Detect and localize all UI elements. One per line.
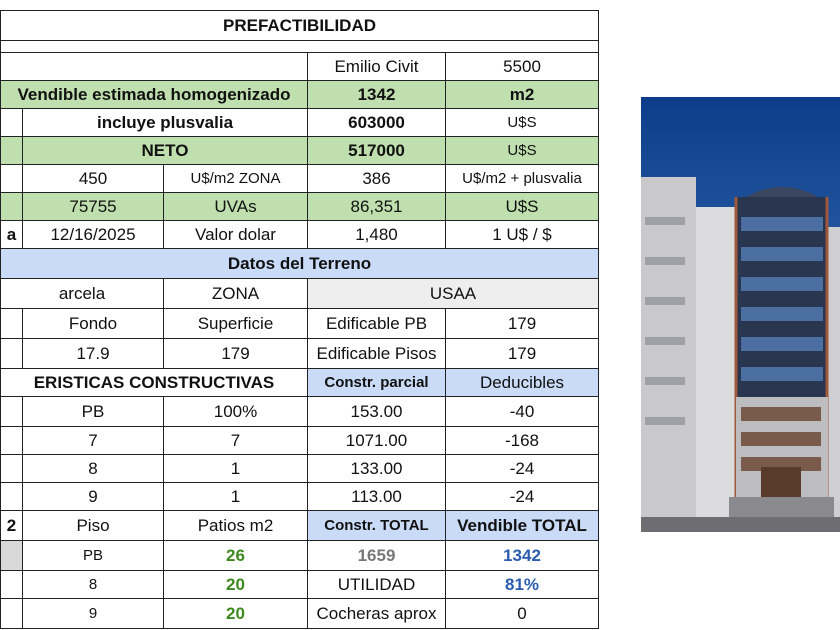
cell — [0, 164, 23, 193]
cell: ZONA — [163, 278, 308, 309]
cell — [0, 454, 23, 483]
cell — [0, 426, 23, 455]
cell: U$S — [445, 108, 599, 137]
cell: 8 — [22, 570, 164, 599]
cell: U$/m2 ZONA — [163, 164, 308, 193]
cell: 1659 — [307, 540, 446, 571]
cell: U$/m2 + plusvalia — [445, 164, 599, 193]
cell: 1342 — [307, 80, 446, 109]
cell — [0, 570, 23, 599]
cell: 8 — [22, 454, 164, 483]
cell: Edificable PB — [307, 308, 446, 339]
cell — [0, 396, 23, 427]
cell: 1 — [163, 454, 308, 483]
cell: 9 — [22, 598, 164, 629]
cell: Vendible estimada homogenizado — [0, 80, 308, 109]
cell: 12/16/2025 — [22, 220, 164, 249]
cell: NETO — [22, 136, 308, 165]
cell: incluye plusvalia — [22, 108, 308, 137]
cell: Fondo — [22, 308, 164, 339]
cell: PB — [22, 540, 164, 571]
cell: 1071.00 — [307, 426, 446, 455]
cell: 100% — [163, 396, 308, 427]
cell: 603000 — [307, 108, 446, 137]
cell: Superficie — [163, 308, 308, 339]
cell: 386 — [307, 164, 446, 193]
cell: m2 — [445, 80, 599, 109]
cell: 153.00 — [307, 396, 446, 427]
cell: 450 — [22, 164, 164, 193]
cell: U$S — [445, 136, 599, 165]
cell: Piso — [22, 510, 164, 541]
cell: 81% — [445, 570, 599, 599]
cell — [0, 108, 23, 137]
cell: 7 — [22, 426, 164, 455]
cell: PB — [22, 396, 164, 427]
cell: 9 — [22, 482, 164, 511]
cell: 75755 — [22, 192, 164, 221]
cell: a — [0, 220, 23, 249]
cell: -24 — [445, 482, 599, 511]
cell: 0 — [445, 598, 599, 629]
cell: Vendible TOTAL — [445, 510, 599, 541]
cell: Deducibles — [445, 368, 599, 397]
cell: U$S — [445, 192, 599, 221]
cell: 179 — [163, 338, 308, 369]
cell: Patios m2 — [163, 510, 308, 541]
cell: -40 — [445, 396, 599, 427]
building-render — [641, 97, 840, 532]
cell: 2 — [0, 510, 23, 541]
cell — [0, 136, 23, 165]
cell: 179 — [445, 338, 599, 369]
cell: Constr. parcial — [307, 368, 446, 397]
cell: 1 — [163, 482, 308, 511]
cell: 86,351 — [307, 192, 446, 221]
cell: ERISTICAS CONSTRUCTIVAS — [0, 368, 308, 397]
cell: 517000 — [307, 136, 446, 165]
cell: Edificable Pisos — [307, 338, 446, 369]
cell: arcela — [0, 278, 164, 309]
cell: 5500 — [445, 52, 599, 81]
cell — [0, 482, 23, 511]
cell: 1 U$ / $ — [445, 220, 599, 249]
cell — [0, 192, 23, 221]
cell: Constr. TOTAL — [307, 510, 446, 541]
cell: Datos del Terreno — [0, 248, 599, 279]
cell: Cocheras aprox — [307, 598, 446, 629]
cell: 1,480 — [307, 220, 446, 249]
cell: PREFACTIBILIDAD — [0, 10, 599, 41]
cell: 133.00 — [307, 454, 446, 483]
cell: 26 — [163, 540, 308, 571]
cell: 1342 — [445, 540, 599, 571]
cell: 113.00 — [307, 482, 446, 511]
cell: 7 — [163, 426, 308, 455]
cell: UVAs — [163, 192, 308, 221]
cell: -24 — [445, 454, 599, 483]
cell: UTILIDAD — [307, 570, 446, 599]
cell — [0, 598, 23, 629]
cell: 179 — [445, 308, 599, 339]
cell: Emilio Civit — [307, 52, 446, 81]
cell: 20 — [163, 598, 308, 629]
cell: Valor dolar — [163, 220, 308, 249]
cell: -168 — [445, 426, 599, 455]
cell: 17.9 — [22, 338, 164, 369]
cell — [0, 540, 23, 571]
cell — [0, 52, 308, 81]
cell: 20 — [163, 570, 308, 599]
cell — [0, 308, 23, 339]
cell — [0, 338, 23, 369]
cell: USAA — [307, 278, 599, 309]
